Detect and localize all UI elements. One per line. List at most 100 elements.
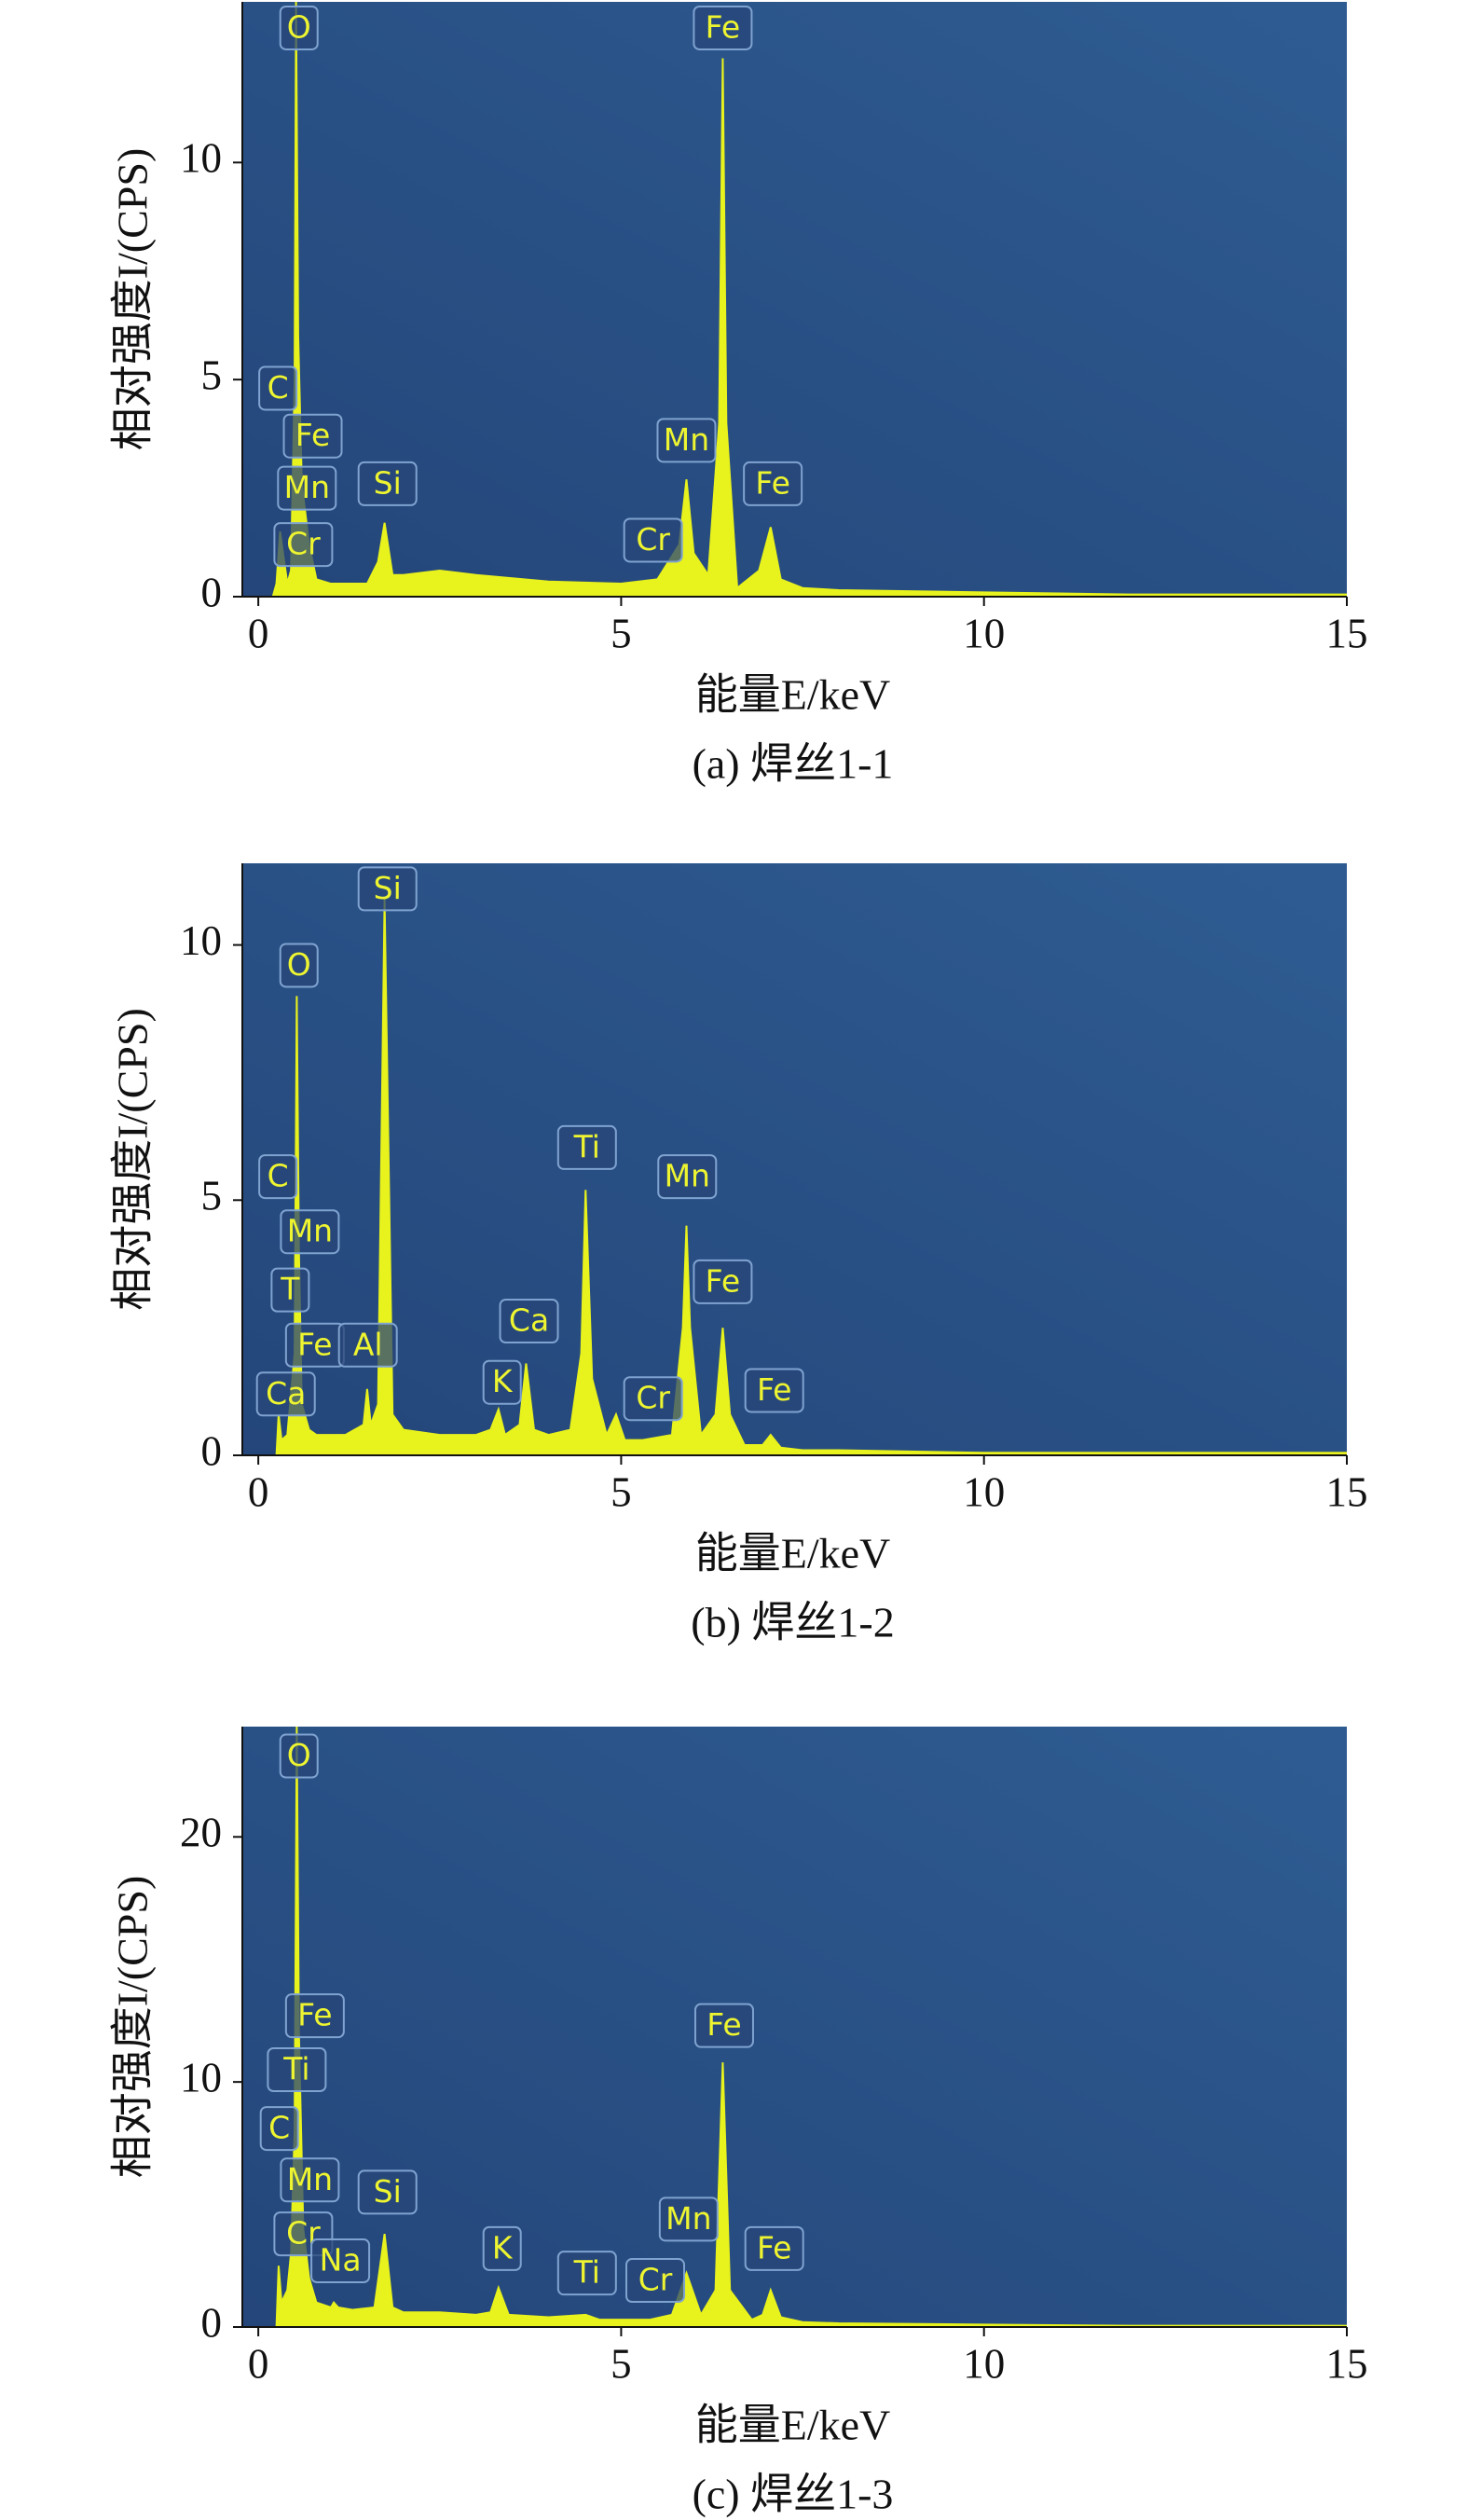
peak-label: Mn — [665, 2200, 711, 2237]
peak-label-box — [357, 2169, 418, 2215]
spectrum — [258, 1727, 1347, 2327]
caption: (b) 焊丝1-2 — [691, 1599, 894, 1646]
peak-label: Ca — [509, 1302, 549, 1339]
peak-label: Mn — [284, 469, 330, 505]
peak-label-box — [279, 5, 319, 50]
peak-label-box — [282, 413, 343, 459]
peak-label: O — [287, 946, 311, 983]
peak-label: Fe — [706, 1262, 740, 1299]
peak-label: Fe — [757, 2229, 791, 2265]
peak-label: C — [268, 369, 289, 406]
y-tick-label: 5 — [201, 351, 223, 398]
peak-label: Al — [353, 1326, 383, 1362]
peak-label: Si — [374, 2173, 402, 2210]
peak-label-box — [657, 1154, 718, 1200]
peak-label: Si — [374, 870, 402, 906]
peak-label-box — [623, 517, 683, 563]
y-tick-label: 10 — [180, 135, 222, 182]
peak-label-box — [744, 1368, 804, 1413]
peak-label: Na — [320, 2242, 362, 2279]
spectrum — [258, 899, 1347, 1455]
peak-label-box — [357, 461, 418, 506]
peak-label-box — [258, 365, 298, 411]
y-tick-label: 5 — [201, 1173, 223, 1219]
peak-label-box — [267, 2047, 327, 2092]
y-axis-label: 相对强度I/(CPS) — [109, 1876, 157, 2179]
y-tick-label: 0 — [201, 569, 223, 615]
peak-label: K — [492, 1363, 514, 1399]
peak-label: Fe — [295, 417, 330, 453]
peak-label-box — [259, 2106, 299, 2152]
peak-label-box — [693, 5, 753, 50]
peak-label-box — [499, 1299, 559, 1344]
peak-label: O — [287, 1737, 311, 1773]
peak-label: Ti — [573, 1128, 600, 1164]
y-tick-label: 20 — [180, 1810, 222, 1856]
x-tick-label: 0 — [248, 610, 269, 656]
peak-label: O — [287, 8, 311, 45]
peak-label: Ti — [573, 2254, 600, 2291]
peak-label-box — [482, 2225, 522, 2271]
peak-label-box — [658, 2196, 719, 2242]
x-tick-label: 15 — [1326, 610, 1368, 656]
peak-label-box — [556, 2251, 617, 2296]
x-tick-label: 0 — [248, 1468, 269, 1515]
peak-label-box — [284, 1993, 345, 2039]
peak-label-box — [556, 1124, 617, 1170]
peak-label: Cr — [636, 521, 670, 558]
peak-label-box — [623, 1376, 683, 1422]
peak-label-box — [482, 1359, 522, 1405]
peak-label: T — [280, 1271, 300, 1307]
peak-label-box — [280, 1209, 340, 1255]
peak-label-box — [270, 1267, 310, 1313]
peak-label: Ti — [282, 2051, 309, 2087]
y-axis-label: 相对强度I/(CPS) — [109, 148, 157, 451]
peak-label-box — [273, 522, 334, 568]
y-tick-label: 0 — [201, 1427, 223, 1474]
peak-label-box — [279, 943, 319, 988]
plot-background — [242, 863, 1347, 1455]
peak-label-box — [310, 2238, 371, 2284]
x-tick-label: 15 — [1326, 1468, 1368, 1515]
peak-label: Cr — [638, 2262, 673, 2298]
x-axis-label: 能量E/keV — [695, 671, 891, 719]
peak-label: K — [492, 2229, 514, 2265]
peak-label: Cr — [636, 1380, 670, 1416]
x-axis-label: 能量E/keV — [695, 1530, 891, 1577]
peak-label: Cr — [286, 526, 321, 562]
x-tick-label: 0 — [248, 2340, 269, 2387]
y-tick-label: 0 — [201, 2299, 223, 2346]
peak-label: Fe — [755, 464, 789, 501]
peak-label: Fe — [297, 1326, 332, 1362]
peak-label-box — [279, 1733, 319, 1779]
peak-label-box — [258, 1154, 298, 1200]
peak-label: C — [268, 1158, 289, 1194]
x-tick-label: 10 — [963, 1468, 1005, 1515]
y-tick-label: 10 — [180, 917, 222, 964]
caption: (a) 焊丝1-1 — [693, 740, 894, 788]
peak-label: Fe — [707, 2006, 741, 2043]
peak-label-box — [625, 2258, 686, 2304]
peak-label: Fe — [706, 8, 740, 45]
spectrum — [258, 2, 1347, 597]
x-tick-label: 5 — [611, 610, 632, 656]
x-tick-label: 5 — [611, 2340, 632, 2387]
peak-label: Fe — [757, 1371, 791, 1408]
plot-background — [242, 2, 1347, 597]
x-tick-label: 15 — [1326, 2340, 1368, 2387]
peak-label: Mn — [664, 421, 709, 458]
x-tick-label: 10 — [963, 2340, 1005, 2387]
peak-label: Mn — [287, 1213, 333, 1249]
peak-label-box — [337, 1322, 398, 1368]
peak-label: Si — [374, 464, 402, 501]
peak-label-box — [693, 1259, 753, 1304]
y-tick-label: 10 — [180, 2054, 222, 2100]
peak-label-box — [743, 461, 803, 506]
peak-label-box — [255, 1371, 316, 1417]
x-tick-label: 5 — [611, 1468, 632, 1515]
peak-label-box — [277, 465, 337, 511]
peak-label-box — [656, 418, 717, 463]
peak-label-box — [744, 2225, 804, 2271]
peak-label: Ca — [266, 1375, 306, 1411]
